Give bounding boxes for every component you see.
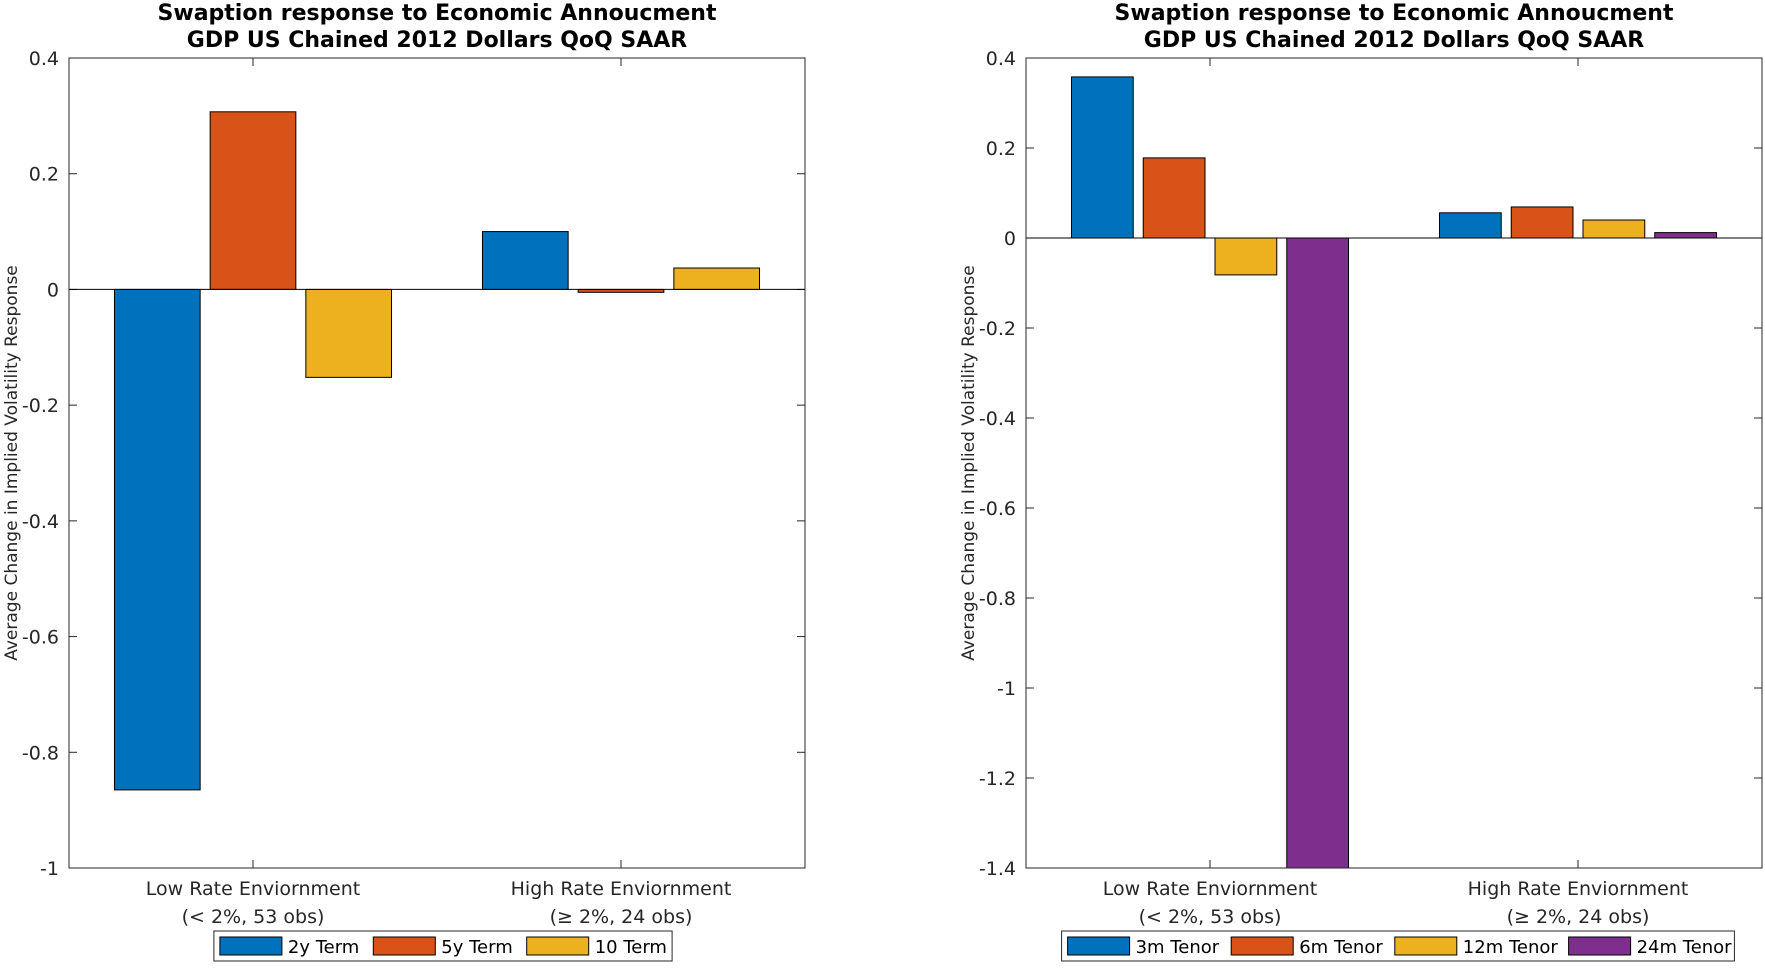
x-category-label-line1: High Rate Enviornment	[1468, 878, 1689, 900]
y-tick-label: -0.6	[22, 627, 59, 649]
x-category-label-line1: Low Rate Enviornment	[1103, 878, 1317, 900]
x-category-label-line2: (≥ 2%, 24 obs)	[1507, 906, 1650, 928]
legend-label: 6m Tenor	[1299, 937, 1383, 958]
chart-title-line: GDP US Chained 2012 Dollars QoQ SAAR	[187, 28, 688, 53]
legend-swatch	[526, 936, 590, 956]
legend-swatch	[1568, 936, 1632, 956]
y-tick-label: -1.2	[979, 768, 1016, 790]
bar-10-term	[305, 288, 393, 378]
x-category-label-line2: (< 2%, 53 obs)	[1139, 906, 1282, 928]
bar-24m-tenor	[1286, 237, 1350, 869]
bar-24m-tenor	[1654, 232, 1718, 239]
y-tick-label: 0.4	[29, 48, 59, 70]
axes-box	[1025, 57, 1763, 869]
x-category-label-line2: (< 2%, 53 obs)	[182, 906, 325, 928]
legend-label: 2y Term	[288, 937, 359, 958]
y-tick-label: -1.4	[979, 858, 1016, 880]
bar-12m-tenor	[1582, 219, 1646, 239]
y-tick-label: 0	[1004, 228, 1016, 250]
y-tick-label: -0.4	[22, 511, 59, 533]
legend-swatch	[219, 936, 283, 956]
y-axis-label: Average Change in Implied Volatility Res…	[2, 265, 22, 661]
y-tick-label: -0.8	[22, 742, 59, 764]
y-tick-label: 0.2	[986, 138, 1016, 160]
y-tick-label: -1	[40, 858, 59, 880]
y-tick-label: 0.4	[986, 48, 1016, 70]
right-chart: Swaption response to Economic Annoucment…	[959, 1, 1763, 962]
axes-box	[68, 57, 806, 869]
bar-2y-term	[113, 288, 201, 791]
y-tick-label: -1	[997, 678, 1016, 700]
chart-title-line: Swaption response to Economic Annoucment	[1115, 1, 1674, 26]
chart-title-line: GDP US Chained 2012 Dollars QoQ SAAR	[1144, 28, 1645, 53]
bar-6m-tenor	[1510, 206, 1574, 239]
legend-swatch	[372, 936, 436, 956]
legend-swatch	[1230, 936, 1294, 956]
bar-3m-tenor	[1070, 76, 1134, 239]
y-axis-label: Average Change in Implied Volatility Res…	[959, 265, 979, 661]
bar-10-term	[673, 267, 761, 290]
legend-swatch	[1394, 936, 1458, 956]
bar-3m-tenor	[1438, 212, 1502, 239]
y-tick-label: -0.2	[979, 318, 1016, 340]
bar-5y-term	[209, 111, 297, 290]
y-tick-label: -0.4	[979, 408, 1016, 430]
legend-swatch	[1067, 936, 1131, 956]
y-tick-label: -0.8	[979, 588, 1016, 610]
left-chart: Swaption response to Economic Annoucment…	[2, 1, 806, 962]
y-tick-label: 0	[47, 279, 59, 301]
x-category-label-line2: (≥ 2%, 24 obs)	[550, 906, 693, 928]
legend-box	[213, 930, 673, 962]
bar-12m-tenor	[1214, 237, 1278, 276]
legend-label: 12m Tenor	[1463, 937, 1559, 958]
legend-label: 5y Term	[441, 937, 512, 958]
y-tick-label: -0.6	[979, 498, 1016, 520]
x-category-label-line1: Low Rate Enviornment	[146, 878, 360, 900]
legend-label: 3m Tenor	[1136, 937, 1220, 958]
chart-title-line: Swaption response to Economic Annoucment	[158, 1, 717, 26]
y-tick-label: -0.2	[22, 395, 59, 417]
legend-label: 24m Tenor	[1637, 937, 1733, 958]
y-tick-label: 0.2	[29, 164, 59, 186]
bar-6m-tenor	[1142, 157, 1206, 239]
x-category-label-line1: High Rate Enviornment	[511, 878, 732, 900]
legend-label: 10 Term	[595, 937, 667, 958]
bar-2y-term	[481, 231, 569, 290]
